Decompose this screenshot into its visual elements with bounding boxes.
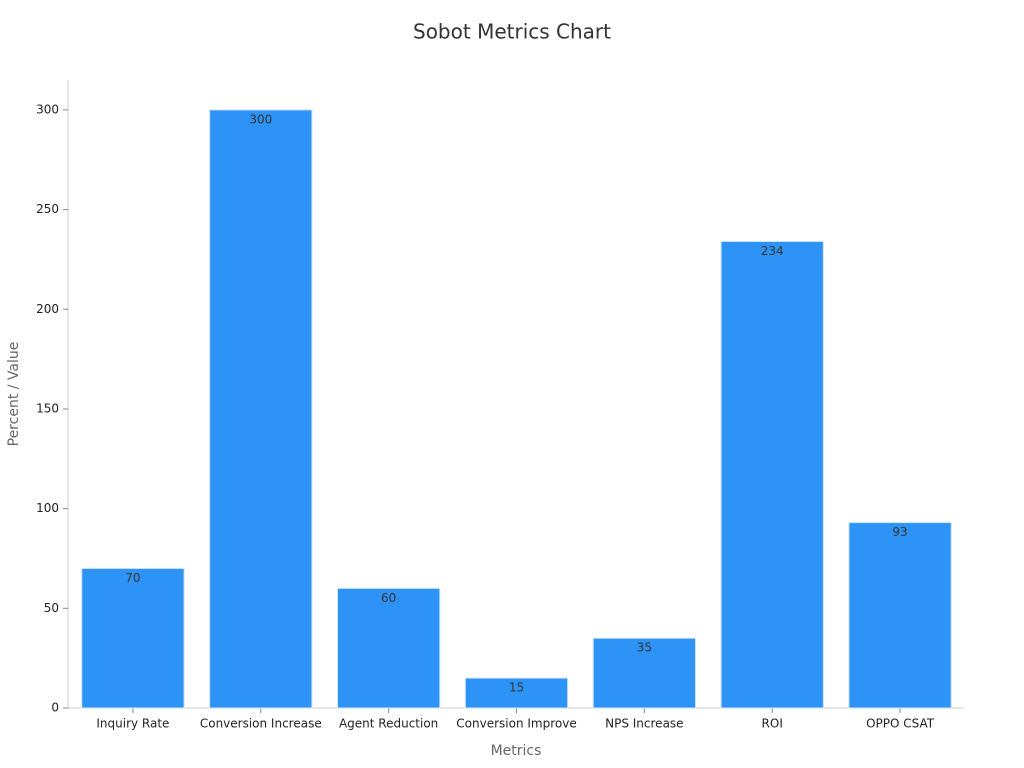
x-tick-label: Conversion Increase xyxy=(200,717,322,731)
bar xyxy=(592,637,697,709)
bar xyxy=(81,567,185,709)
x-tick-label: Inquiry Rate xyxy=(96,717,169,731)
x-tick-label: ROI xyxy=(762,717,783,731)
data-label: 234 xyxy=(761,244,784,258)
x-tick-label: NPS Increase xyxy=(605,717,683,731)
data-label: 15 xyxy=(509,681,524,695)
x-tick-label: Conversion Improve xyxy=(456,717,576,731)
y-axis-title: Percent / Value xyxy=(6,342,22,447)
y-tick-label: 50 xyxy=(44,601,59,615)
y-tick-label: 0 xyxy=(51,701,59,715)
bar xyxy=(337,587,441,709)
y-tick-label: 200 xyxy=(36,302,59,316)
y-tick-label: 300 xyxy=(36,102,59,116)
data-label: 93 xyxy=(892,525,907,539)
y-tick-label: 250 xyxy=(36,202,59,216)
x-tick-label: Agent Reduction xyxy=(339,717,438,731)
data-label: 70 xyxy=(125,571,140,585)
bar xyxy=(209,109,313,709)
x-tick-label: OPPO CSAT xyxy=(866,717,935,731)
y-tick-label: 150 xyxy=(36,401,59,415)
bar xyxy=(848,522,952,709)
data-label: 35 xyxy=(637,641,652,655)
chart-title: Sobot Metrics Chart xyxy=(413,20,611,44)
x-axis-title: Metrics xyxy=(491,743,542,759)
data-label: 60 xyxy=(381,591,396,605)
y-tick-label: 100 xyxy=(36,501,59,515)
bar xyxy=(720,240,824,709)
data-label: 300 xyxy=(249,112,272,126)
bar xyxy=(464,677,569,709)
